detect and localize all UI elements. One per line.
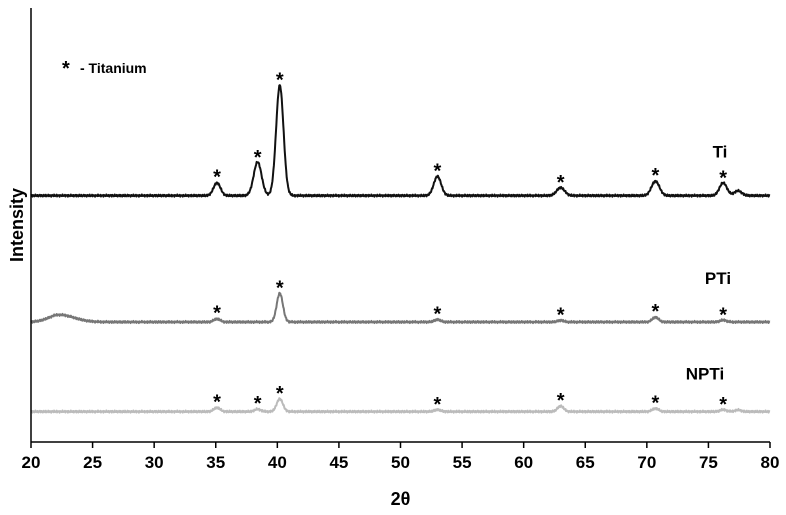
- x-tick-label: 55: [453, 453, 472, 472]
- x-tick-label: 60: [514, 453, 533, 472]
- x-tick-label: 40: [268, 453, 287, 472]
- x-tick-label: 20: [22, 453, 41, 472]
- peak-asterisk: *: [719, 167, 727, 189]
- peak-asterisk: *: [276, 70, 284, 92]
- peak-asterisk: *: [213, 167, 221, 189]
- peak-asterisk: *: [652, 392, 660, 414]
- peak-asterisk: *: [434, 394, 442, 416]
- legend-note: * - Titanium: [62, 58, 147, 80]
- x-axis-title: 2θ: [391, 489, 411, 509]
- series-lines-group: [30, 84, 771, 414]
- x-tick-label: 25: [83, 453, 102, 472]
- x-ticks-group: 20 25 30 35 40 45 50 55 60 65 70 75 80: [22, 442, 780, 472]
- y-axis-title: Intensity: [7, 188, 27, 262]
- series-label-npti: NPTi: [686, 365, 724, 384]
- peak-asterisk: *: [254, 393, 262, 415]
- peak-asterisk: *: [434, 304, 442, 326]
- peak-asterisk: *: [557, 390, 565, 412]
- legend-asterisk: *: [62, 58, 70, 80]
- peak-asterisk: *: [557, 304, 565, 326]
- peak-asterisk: *: [276, 277, 284, 299]
- x-tick-label: 35: [206, 453, 225, 472]
- axes-group: 20 25 30 35 40 45 50 55 60 65 70 75 80: [22, 8, 780, 472]
- x-tick-label: 80: [761, 453, 780, 472]
- x-tick-label: 45: [329, 453, 348, 472]
- peak-asterisk: *: [652, 165, 660, 187]
- peak-asterisk: *: [213, 303, 221, 325]
- x-tick-label: 70: [637, 453, 656, 472]
- peak-asterisk: *: [276, 383, 284, 405]
- series-line-ti: [30, 84, 771, 198]
- peak-asterisk: *: [557, 172, 565, 194]
- series-label-pti: PTi: [705, 269, 731, 288]
- peak-asterisk: *: [719, 304, 727, 326]
- series-line-npti: [30, 397, 771, 414]
- x-tick-label: 50: [391, 453, 410, 472]
- x-tick-label: 75: [699, 453, 718, 472]
- legend-text: - Titanium: [80, 60, 147, 76]
- peak-asterisk: *: [434, 161, 442, 183]
- series-labels-group: Ti PTi NPTi: [686, 143, 731, 384]
- peak-asterisk: *: [254, 147, 262, 169]
- peak-asterisk: *: [652, 301, 660, 323]
- peak-asterisk: *: [719, 394, 727, 416]
- x-tick-label: 65: [576, 453, 595, 472]
- series-label-ti: Ti: [713, 143, 728, 162]
- series-line-pti: [30, 291, 771, 325]
- x-tick-label: 30: [145, 453, 164, 472]
- peak-asterisk: *: [213, 391, 221, 413]
- peak-markers-group: * * * * * * * * * * * * * * * * * * * *: [213, 70, 727, 416]
